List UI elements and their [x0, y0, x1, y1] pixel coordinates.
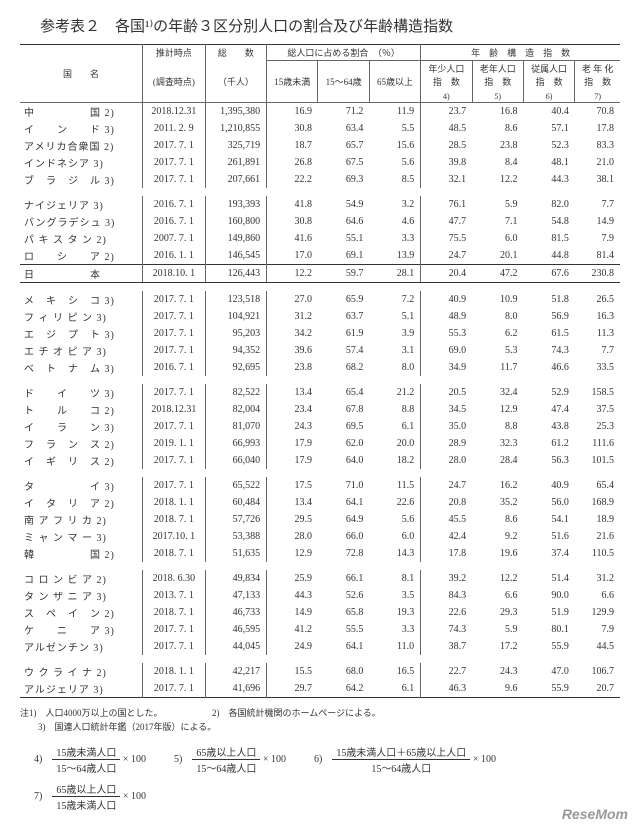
table-row: アルゼンチン 3)2017. 7. 144,04524.964.111.038.…	[20, 638, 620, 655]
table-row: アルジェリア 3)2017. 7. 141,69629.764.26.146.3…	[20, 680, 620, 698]
col-i2: 老年人口指 数5)	[472, 61, 523, 103]
formulas: 4) 15歳未満人口15～64歳人口 × 100 5) 65歳以上人口15～64歳…	[20, 741, 620, 815]
table-row: ナイジェリア 3)2016. 7. 1193,39341.854.93.276.…	[20, 196, 620, 213]
table-row: イ ラ ン 3)2017. 7. 181,07024.369.56.135.08…	[20, 418, 620, 435]
table-row: イ タ リ ア 2)2018. 1. 160,48413.464.122.620…	[20, 494, 620, 511]
population-table: 国 名 推計時点 総 数 総人口に占める割合 （％） 年 齢 構 造 指 数 (…	[20, 44, 620, 698]
col-country: 国 名	[20, 45, 143, 103]
col-percent: 総人口に占める割合 （％）	[267, 45, 421, 61]
table-row: ケ ニ ア 3)2017. 7. 146,59541.255.53.374.35…	[20, 621, 620, 638]
table-row: エ ジ プ ト 3)2017. 7. 195,20334.261.93.955.…	[20, 325, 620, 342]
table-row: ブ ラ ジ ル 3)2017. 7. 1207,66122.269.38.532…	[20, 171, 620, 188]
table-notes: 注1) 人口4000万以上の国とした。 2) 各国統計機関のホームページによる。…	[20, 706, 620, 735]
col-i4: 老 年 化指 数7)	[575, 61, 620, 103]
table-row: アメリカ合衆国 2)2017. 7. 1325,71918.765.715.62…	[20, 137, 620, 154]
table-row: バングラデシュ 3)2016. 7. 1160,80030.864.64.647…	[20, 213, 620, 230]
col-total2: （千人）	[205, 61, 266, 103]
col-65p: 65歳以上	[369, 61, 420, 103]
table-row: メ キ シ コ 3)2017. 7. 1123,51827.065.97.240…	[20, 291, 620, 308]
table-row: イ ギ リ ス 2)2017. 7. 166,04017.964.018.228…	[20, 452, 620, 469]
table-row: イ ン ド 3)2011. 2. 91,210,85530.863.45.548…	[20, 120, 620, 137]
table-row: エ チ オ ピ ア 3)2017. 7. 194,35239.657.43.16…	[20, 342, 620, 359]
watermark-logo: ReseMom	[562, 806, 628, 822]
table-row: 韓 国 2)2018. 7. 151,63512.972.814.317.819…	[20, 545, 620, 562]
formula: 6) 15歳未満人口＋65歳以上人口15～64歳人口 × 100	[314, 744, 496, 775]
table-row: インドネシア 3)2017. 7. 1261,89126.867.55.639.…	[20, 154, 620, 171]
col-i1: 年少人口指 数4)	[421, 61, 472, 103]
col-time2: (調査時点)	[143, 61, 206, 103]
table-row: ド イ ツ 3)2017. 7. 182,52213.465.421.220.5…	[20, 384, 620, 401]
table-row: タ ン ザ ニ ア 3)2013. 7. 147,13344.352.63.58…	[20, 587, 620, 604]
col-total: 総 数	[205, 45, 266, 61]
table-row: ミ ャ ン マ ー 3)2017.10. 153,38828.066.06.04…	[20, 528, 620, 545]
table-row: フ ィ リ ピ ン 3)2017. 7. 1104,92131.263.75.1…	[20, 308, 620, 325]
table-row: フ ラ ン ス 2)2019. 1. 166,99317.962.020.028…	[20, 435, 620, 452]
table-row: コ ロ ン ビ ア 2)2018. 6.3049,83425.966.18.13…	[20, 570, 620, 587]
col-i3: 従属人口指 数6)	[523, 61, 574, 103]
table-row: 中 国 2)2018.12.311,395,38016.971.211.923.…	[20, 102, 620, 120]
col-u15: 15歳未満	[267, 61, 318, 103]
table-row: ウ ク ラ イ ナ 2)2018. 1. 142,21715.568.016.5…	[20, 663, 620, 680]
table-row: ス ペ イ ン 2)2018. 7. 146,73314.965.819.322…	[20, 604, 620, 621]
table-row: ロ シ ア 2)2016. 1. 1146,54517.069.113.924.…	[20, 247, 620, 265]
table-row: 日 本2018.10. 1126,44312.259.728.120.447.2…	[20, 264, 620, 282]
table-row: ト ル コ 2)2018.12.3182,00423.467.88.834.51…	[20, 401, 620, 418]
table-row: 南 ア フ リ カ 2)2018. 7. 157,72629.564.95.64…	[20, 511, 620, 528]
col-1564: 15～64歳	[318, 61, 369, 103]
table-row: タ イ 3)2017. 7. 165,52217.571.011.524.716…	[20, 477, 620, 494]
formula: 7) 65歳以上人口15歳未満人口 × 100	[34, 781, 146, 812]
formula: 5) 65歳以上人口15～64歳人口 × 100	[174, 744, 286, 775]
table-row: パ キ ス タ ン 2)2007. 7. 1149,86041.655.13.3…	[20, 230, 620, 247]
table-title: 参考表２ 各国¹⁾の年齢３区分別人口の割合及び年齢構造指数	[20, 15, 620, 36]
col-index: 年 齢 構 造 指 数	[421, 45, 620, 61]
table-row: ベ ト ナ ム 3)2016. 7. 192,69523.868.28.034.…	[20, 359, 620, 376]
col-time: 推計時点	[143, 45, 206, 61]
formula: 4) 15歳未満人口15～64歳人口 × 100	[34, 744, 146, 775]
